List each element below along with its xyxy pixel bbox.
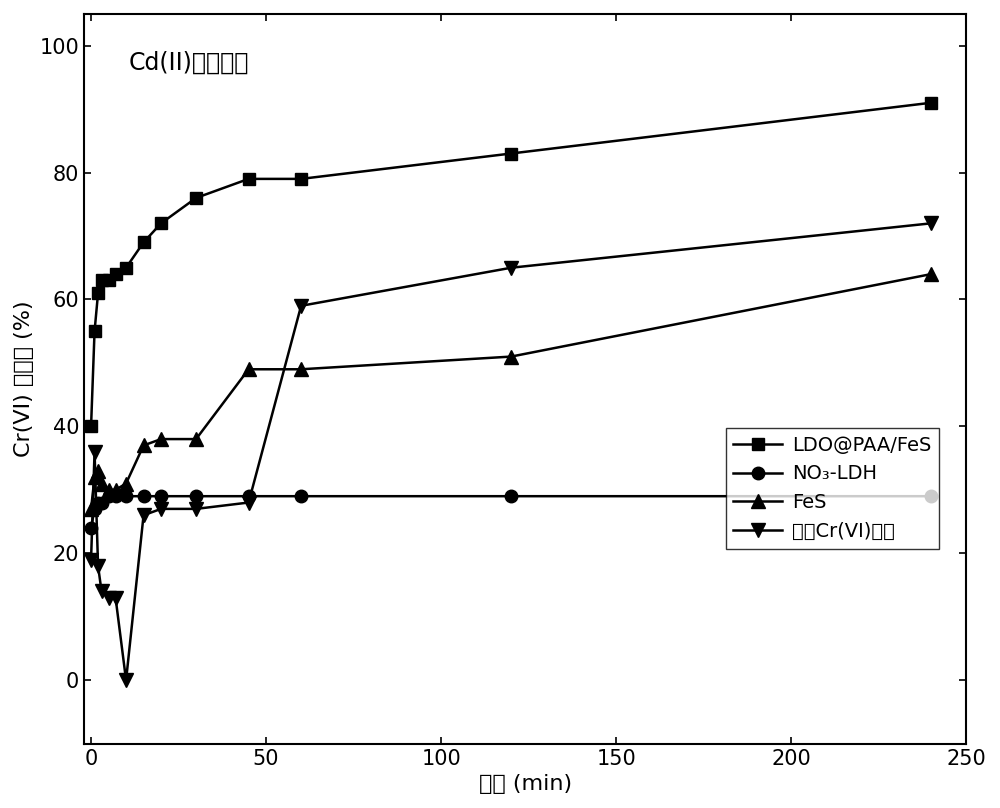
单一Cr(VI)溶液 bbox=[155, 504, 167, 514]
LDO@PAA/FeS bbox=[190, 193, 202, 203]
Line: 单一Cr(VI)溶液: 单一Cr(VI)溶液 bbox=[84, 217, 938, 687]
单一Cr(VI)溶液 bbox=[85, 555, 97, 565]
LDO@PAA/FeS bbox=[155, 218, 167, 228]
单一Cr(VI)溶液 bbox=[103, 593, 115, 603]
LDO@PAA/FeS bbox=[505, 149, 517, 158]
单一Cr(VI)溶液 bbox=[295, 301, 307, 310]
FeS bbox=[155, 434, 167, 444]
FeS bbox=[505, 351, 517, 361]
X-axis label: 时间 (min): 时间 (min) bbox=[479, 774, 572, 794]
FeS bbox=[243, 364, 255, 374]
FeS bbox=[92, 466, 104, 476]
NO₃-LDH bbox=[92, 498, 104, 507]
NO₃-LDH bbox=[85, 523, 97, 532]
LDO@PAA/FeS bbox=[925, 98, 937, 107]
单一Cr(VI)溶液 bbox=[243, 498, 255, 507]
Line: LDO@PAA/FeS: LDO@PAA/FeS bbox=[85, 96, 937, 432]
单一Cr(VI)溶液 bbox=[925, 218, 937, 228]
单一Cr(VI)溶液 bbox=[190, 504, 202, 514]
单一Cr(VI)溶液 bbox=[120, 675, 132, 685]
FeS bbox=[925, 269, 937, 279]
LDO@PAA/FeS bbox=[92, 288, 104, 298]
NO₃-LDH bbox=[138, 491, 150, 501]
NO₃-LDH bbox=[96, 498, 108, 507]
LDO@PAA/FeS bbox=[243, 174, 255, 183]
LDO@PAA/FeS bbox=[120, 263, 132, 272]
FeS bbox=[96, 478, 108, 488]
NO₃-LDH bbox=[505, 491, 517, 501]
FeS bbox=[120, 478, 132, 488]
NO₃-LDH bbox=[89, 504, 101, 514]
Line: FeS: FeS bbox=[84, 267, 938, 516]
单一Cr(VI)溶液 bbox=[505, 263, 517, 272]
NO₃-LDH bbox=[243, 491, 255, 501]
LDO@PAA/FeS bbox=[295, 174, 307, 183]
NO₃-LDH bbox=[925, 491, 937, 501]
FeS bbox=[89, 473, 101, 482]
FeS bbox=[138, 440, 150, 450]
LDO@PAA/FeS bbox=[138, 238, 150, 247]
单一Cr(VI)溶液 bbox=[89, 447, 101, 457]
Y-axis label: Cr(VI) 去除率 (%): Cr(VI) 去除率 (%) bbox=[14, 301, 34, 457]
单一Cr(VI)溶液 bbox=[92, 561, 104, 570]
FeS bbox=[295, 364, 307, 374]
LDO@PAA/FeS bbox=[96, 276, 108, 285]
FeS bbox=[103, 485, 115, 494]
NO₃-LDH bbox=[120, 491, 132, 501]
NO₃-LDH bbox=[110, 491, 122, 501]
LDO@PAA/FeS bbox=[89, 326, 101, 336]
FeS bbox=[85, 504, 97, 514]
LDO@PAA/FeS bbox=[110, 269, 122, 279]
Legend: LDO@PAA/FeS, NO₃-LDH, FeS, 单一Cr(VI)溶液: LDO@PAA/FeS, NO₃-LDH, FeS, 单一Cr(VI)溶液 bbox=[726, 428, 939, 549]
Text: Cd(II)协同促进: Cd(II)协同促进 bbox=[128, 50, 249, 74]
NO₃-LDH bbox=[155, 491, 167, 501]
NO₃-LDH bbox=[103, 491, 115, 501]
单一Cr(VI)溶液 bbox=[138, 511, 150, 520]
NO₃-LDH bbox=[190, 491, 202, 501]
NO₃-LDH bbox=[295, 491, 307, 501]
LDO@PAA/FeS bbox=[103, 276, 115, 285]
Line: NO₃-LDH: NO₃-LDH bbox=[85, 490, 937, 534]
单一Cr(VI)溶液 bbox=[110, 593, 122, 603]
FeS bbox=[190, 434, 202, 444]
FeS bbox=[110, 485, 122, 494]
LDO@PAA/FeS bbox=[85, 422, 97, 431]
单一Cr(VI)溶液 bbox=[96, 587, 108, 596]
